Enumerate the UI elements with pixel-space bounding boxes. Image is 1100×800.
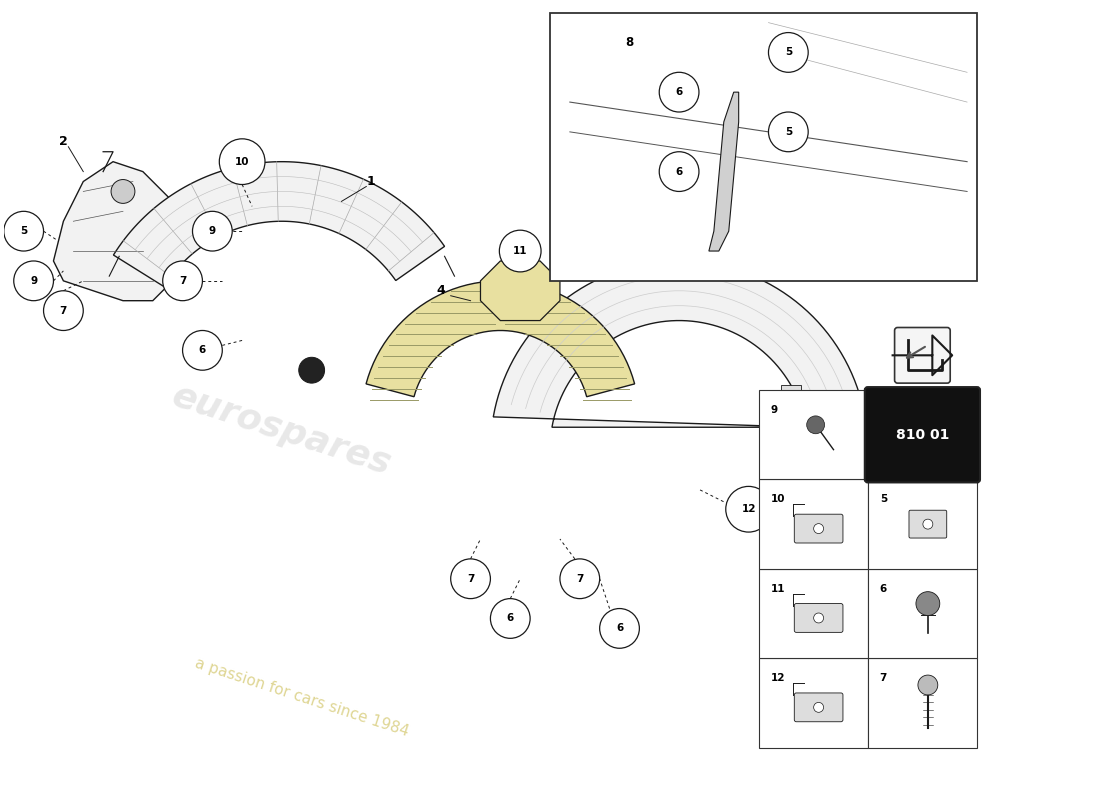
Text: 810 01: 810 01 <box>895 428 949 442</box>
Circle shape <box>923 519 933 529</box>
Bar <box>759 658 868 747</box>
Text: a passion for cars since 1984: a passion for cars since 1984 <box>192 656 410 740</box>
Text: 5: 5 <box>880 494 887 504</box>
Circle shape <box>659 152 698 191</box>
Text: 12: 12 <box>770 673 785 683</box>
FancyBboxPatch shape <box>794 693 843 722</box>
Text: 5: 5 <box>784 127 792 137</box>
Polygon shape <box>838 430 858 459</box>
Polygon shape <box>708 92 739 251</box>
Circle shape <box>769 33 808 72</box>
Text: 6: 6 <box>880 584 887 594</box>
Bar <box>868 569 977 658</box>
Text: 7: 7 <box>880 673 887 683</box>
FancyBboxPatch shape <box>909 510 947 538</box>
Polygon shape <box>366 281 635 397</box>
Bar <box>794 416 814 446</box>
Text: 6: 6 <box>199 346 206 355</box>
Circle shape <box>814 702 824 712</box>
Circle shape <box>499 230 541 272</box>
Text: 5: 5 <box>20 226 28 236</box>
Text: 11: 11 <box>513 246 528 256</box>
Text: eurospares: eurospares <box>168 378 396 482</box>
FancyBboxPatch shape <box>894 327 950 383</box>
Bar <box>759 390 868 479</box>
Bar <box>868 479 977 569</box>
Circle shape <box>560 559 600 598</box>
Circle shape <box>163 261 202 301</box>
Bar <box>781 385 801 415</box>
Circle shape <box>491 598 530 638</box>
Circle shape <box>192 211 232 251</box>
Text: 6: 6 <box>507 614 514 623</box>
Text: 7: 7 <box>179 276 186 286</box>
FancyBboxPatch shape <box>794 603 843 632</box>
Polygon shape <box>54 162 183 301</box>
Circle shape <box>183 330 222 370</box>
Circle shape <box>44 290 84 330</box>
Text: 6: 6 <box>675 166 683 177</box>
Text: 6: 6 <box>616 623 623 634</box>
Text: 9: 9 <box>209 226 216 236</box>
Text: 7: 7 <box>59 306 67 316</box>
Circle shape <box>814 524 824 534</box>
Text: 3: 3 <box>818 443 827 456</box>
Text: 1: 1 <box>367 175 375 188</box>
Bar <box>759 479 868 569</box>
Circle shape <box>806 416 825 434</box>
Text: 10: 10 <box>770 494 785 504</box>
Text: 2: 2 <box>59 135 68 148</box>
Polygon shape <box>493 261 865 427</box>
Text: 11: 11 <box>770 584 785 594</box>
Circle shape <box>659 72 698 112</box>
Text: 4: 4 <box>437 284 446 298</box>
Polygon shape <box>113 162 444 286</box>
Text: 10: 10 <box>235 157 250 166</box>
Circle shape <box>299 358 324 383</box>
Text: 6: 6 <box>675 87 683 97</box>
Circle shape <box>3 211 44 251</box>
Text: 7: 7 <box>466 574 474 584</box>
Text: 9: 9 <box>770 405 778 415</box>
Circle shape <box>111 179 135 203</box>
Text: 12: 12 <box>741 504 756 514</box>
Text: 5: 5 <box>784 47 792 58</box>
Bar <box>550 13 977 281</box>
Polygon shape <box>481 261 560 321</box>
Text: 7: 7 <box>576 574 583 584</box>
Circle shape <box>14 261 54 301</box>
Circle shape <box>769 112 808 152</box>
Circle shape <box>451 559 491 598</box>
Circle shape <box>600 609 639 648</box>
Circle shape <box>916 592 939 615</box>
FancyBboxPatch shape <box>865 387 980 482</box>
Text: 9: 9 <box>30 276 37 286</box>
Bar <box>868 658 977 747</box>
Text: 8: 8 <box>625 36 634 49</box>
Circle shape <box>917 675 938 695</box>
Circle shape <box>814 613 824 623</box>
Circle shape <box>726 486 771 532</box>
Bar <box>759 569 868 658</box>
Circle shape <box>219 139 265 185</box>
FancyBboxPatch shape <box>794 514 843 543</box>
